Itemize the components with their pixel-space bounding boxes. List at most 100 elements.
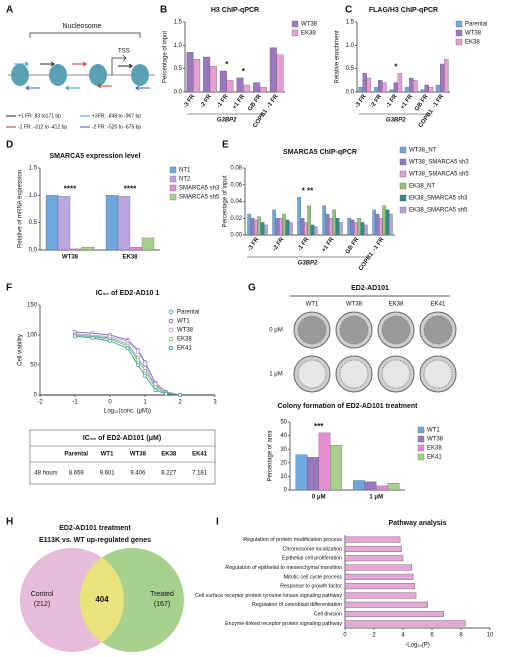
bar bbox=[219, 70, 227, 93]
bar bbox=[257, 216, 261, 236]
x-tick-label: 2 bbox=[372, 633, 376, 639]
nucleosome bbox=[11, 64, 29, 86]
images-title: ED2-AD101 bbox=[351, 285, 389, 292]
y-tick-label: 0.08 bbox=[230, 166, 242, 172]
bar bbox=[397, 73, 403, 93]
point bbox=[143, 369, 147, 373]
table-header: Parental bbox=[64, 452, 88, 458]
x-tick-label: 1 μM bbox=[369, 495, 383, 501]
legend-text: -2 FR: -520 to -675 bp bbox=[92, 124, 141, 130]
panel-letter: F bbox=[6, 283, 12, 294]
table-cell: 9.601 bbox=[100, 471, 116, 477]
point bbox=[153, 382, 158, 387]
bar bbox=[344, 564, 412, 571]
y-tick-label: 1.5 bbox=[174, 20, 183, 26]
legend-label: EK38 bbox=[465, 40, 480, 46]
y-tick-label: 50 bbox=[280, 420, 287, 426]
venn-label: Control bbox=[31, 591, 54, 598]
legend-swatch bbox=[399, 182, 407, 190]
point bbox=[143, 361, 147, 366]
bar bbox=[307, 205, 311, 236]
venn-title: ED2-AD101 treatment bbox=[59, 525, 131, 532]
chart-title: SMARCA5 ChIP-qPCR bbox=[283, 149, 357, 156]
y-tick-label: 1.0 bbox=[29, 193, 38, 199]
bar bbox=[389, 89, 394, 93]
legend-label: EK38 bbox=[301, 31, 316, 37]
bar bbox=[254, 219, 258, 236]
legend-swatch bbox=[455, 38, 463, 46]
chart-title: Colony formation of ED2-AD101 treatment bbox=[277, 403, 418, 410]
colonies bbox=[297, 359, 327, 389]
point bbox=[178, 393, 182, 397]
table-cell: 9.406 bbox=[130, 471, 146, 477]
bar bbox=[424, 84, 429, 93]
y-tick-label: Regulation of protein modification proce… bbox=[243, 537, 342, 543]
significance: **** bbox=[64, 184, 77, 193]
x-tick-label: -3 FR bbox=[354, 93, 368, 109]
x-tick-label: -1 FR bbox=[385, 93, 399, 109]
primer bbox=[135, 85, 150, 91]
legend-label: EK38_SMARCA5 sh5 bbox=[409, 208, 468, 214]
legend-swatch bbox=[417, 435, 425, 443]
y-tick-label: 0.5 bbox=[174, 66, 183, 72]
point bbox=[136, 363, 140, 367]
bar bbox=[250, 218, 255, 236]
bar bbox=[357, 218, 361, 236]
legend-swatch bbox=[291, 20, 299, 28]
x-tick-label: -2 FR bbox=[370, 93, 384, 109]
column-label: EK41 bbox=[431, 302, 446, 308]
point bbox=[153, 388, 158, 393]
y-tick-label: Response to growth factor bbox=[280, 584, 342, 590]
bar bbox=[344, 545, 402, 552]
bar bbox=[243, 84, 251, 93]
bar bbox=[375, 213, 380, 236]
primer bbox=[65, 85, 80, 91]
panel-letter: G bbox=[248, 283, 256, 294]
chart-title: IC₅₀ of ED2-AD10 1 bbox=[96, 290, 160, 297]
bar bbox=[382, 205, 386, 236]
bar bbox=[373, 87, 379, 93]
legend-label: WT38_SMARCA5 sh3 bbox=[409, 160, 469, 166]
bar bbox=[344, 601, 428, 608]
bar bbox=[307, 457, 319, 491]
nucleosome bbox=[89, 64, 107, 86]
x-tick-label: 0 bbox=[108, 400, 112, 406]
table-cell: 7.181 bbox=[192, 471, 208, 477]
x-tick-label: GB FR bbox=[414, 93, 430, 112]
bar bbox=[186, 52, 194, 93]
y-axis-label: Relative of mRNA expression bbox=[18, 170, 24, 248]
x-tick-label: EK38 bbox=[122, 255, 138, 261]
bar bbox=[364, 481, 377, 491]
bar bbox=[247, 213, 251, 236]
bar bbox=[335, 218, 340, 236]
group-label: G3BP2 bbox=[386, 118, 406, 124]
y-tick-label: 0.02 bbox=[230, 216, 242, 222]
panel-letter: E bbox=[222, 140, 229, 151]
colonies bbox=[339, 315, 369, 345]
bar bbox=[379, 218, 383, 236]
legend-swatch bbox=[168, 336, 174, 342]
point bbox=[90, 336, 95, 340]
legend-swatch bbox=[455, 20, 463, 28]
legend-label: WT38 bbox=[427, 437, 444, 443]
table-cell: 8.659 bbox=[69, 471, 85, 477]
x-tick-label: -3 FR bbox=[247, 236, 261, 252]
y-axis-label: Relative enrichment bbox=[335, 30, 341, 83]
legend-text: -1 FR: -312 to -412 bp bbox=[18, 124, 67, 130]
bar bbox=[117, 196, 131, 251]
bar bbox=[253, 82, 261, 93]
legend-label: SMARCA5 sh3 bbox=[179, 186, 220, 192]
legend-swatch bbox=[399, 194, 407, 202]
significance: * bbox=[394, 62, 398, 71]
legend-swatch bbox=[168, 318, 174, 324]
bar bbox=[209, 66, 217, 93]
table-header: WT1 bbox=[101, 452, 114, 458]
chart-title: Pathway analysis bbox=[389, 520, 447, 527]
bar bbox=[304, 222, 308, 236]
bar bbox=[344, 583, 415, 590]
legend-label: Parental bbox=[465, 22, 487, 28]
y-tick-label: 0.5 bbox=[29, 220, 38, 226]
y-tick-label: 1.5 bbox=[29, 166, 38, 172]
bar bbox=[314, 226, 318, 236]
bar bbox=[393, 82, 398, 93]
